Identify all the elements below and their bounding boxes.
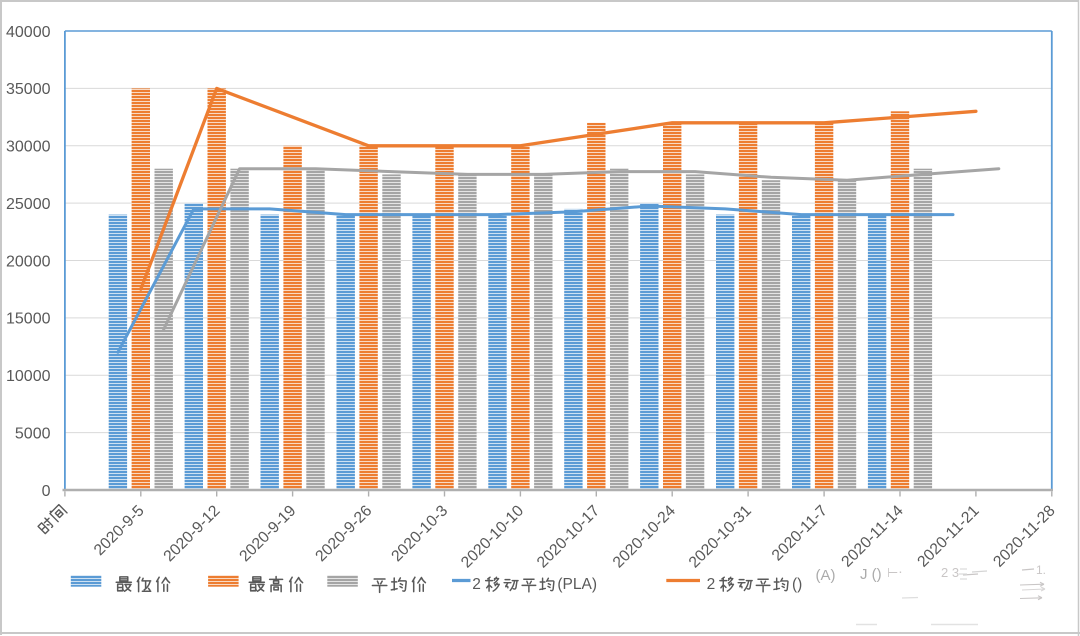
svg-text:(PLA): (PLA): [557, 576, 597, 593]
svg-text:20000: 20000: [6, 253, 51, 270]
svg-text:0: 0: [42, 483, 51, 500]
svg-text:⊢⋅: ⊢⋅: [887, 565, 902, 580]
svg-text:(): (): [792, 576, 802, 593]
svg-text:15000: 15000: [6, 311, 51, 328]
svg-text:1.: 1.: [1036, 563, 1046, 577]
svg-text:40000: 40000: [6, 24, 51, 41]
svg-text:30000: 30000: [6, 139, 51, 156]
svg-text:5000: 5000: [15, 425, 51, 442]
svg-text:10000: 10000: [6, 368, 51, 385]
svg-text:2 3: 2 3: [941, 565, 959, 580]
svg-text:2: 2: [472, 576, 481, 593]
svg-text:J (): J (): [860, 566, 882, 583]
svg-text:35000: 35000: [6, 81, 51, 98]
svg-text:2: 2: [707, 576, 716, 593]
svg-text:(A): (A): [816, 567, 836, 584]
svg-text:25000: 25000: [6, 196, 51, 213]
